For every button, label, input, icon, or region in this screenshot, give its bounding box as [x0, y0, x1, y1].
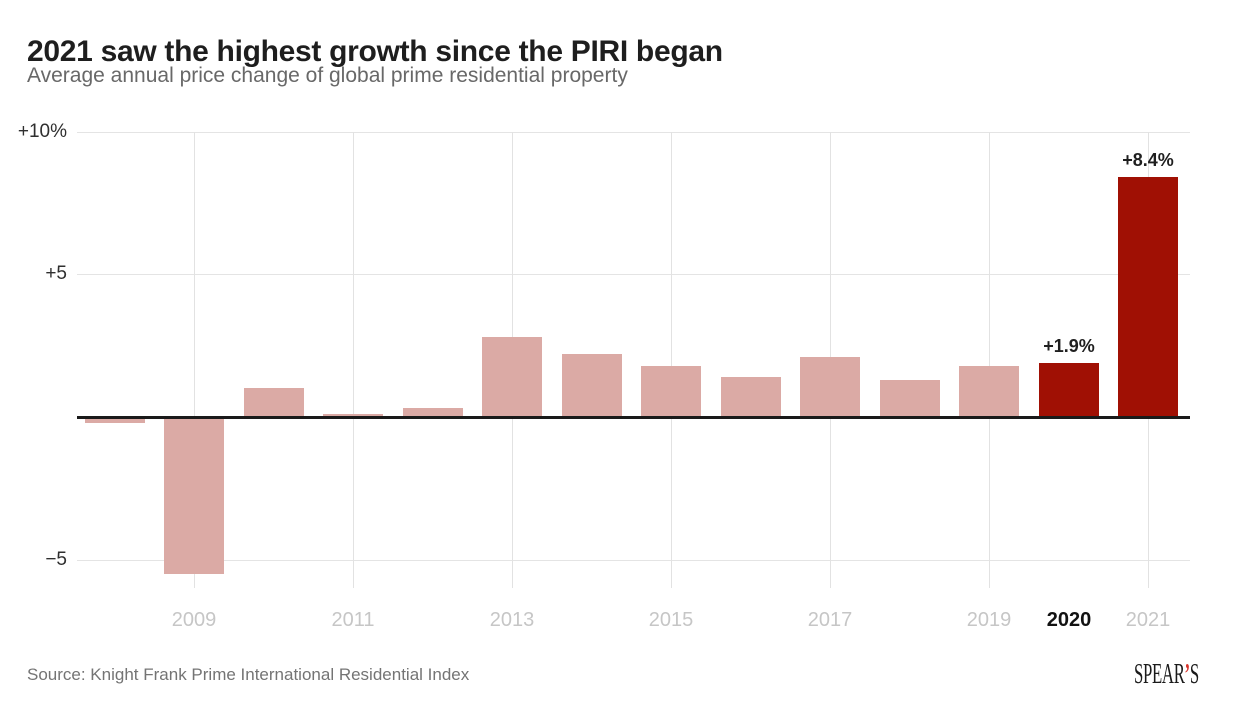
bar-2009: [164, 417, 224, 574]
x-axis-tick-label-2019: 2019: [966, 609, 1012, 631]
x-axis-tick-label-2009: 2009: [171, 609, 217, 631]
chart-title: 2021 saw the highest growth since the PI…: [27, 35, 723, 69]
bar-value-label-2021: +8.4%: [1122, 150, 1174, 170]
bar-2020: [1039, 363, 1099, 417]
bar-2019: [959, 366, 1019, 417]
bar-2018: [880, 380, 940, 417]
logo-text-post: S: [1189, 658, 1199, 690]
gridline-vertical: [194, 132, 195, 588]
bar-2008: [85, 417, 145, 423]
bar-2014: [562, 354, 622, 417]
x-axis-tick-label-2021: 2021: [1125, 609, 1171, 631]
x-axis-tick-label-2017: 2017: [807, 609, 853, 631]
bar-2021: [1118, 177, 1178, 417]
bar-2013: [482, 337, 542, 417]
bar-2010: [244, 388, 304, 417]
bar-2011: [323, 414, 383, 417]
gridline-vertical: [353, 132, 354, 588]
logo-text-pre: SPEAR: [1134, 658, 1185, 690]
y-axis-tick-label: +10%: [17, 121, 67, 142]
x-axis-tick-label-2011: 2011: [331, 609, 375, 631]
bar-2015: [641, 366, 701, 417]
logo-apostrophe: ’: [1184, 658, 1191, 690]
chart-subtitle: Average annual price change of global pr…: [27, 64, 628, 87]
axis-zero-line: [77, 416, 1190, 419]
y-axis-tick-label: +5: [45, 263, 67, 284]
gridline-vertical: [671, 132, 672, 588]
gridline-vertical: [989, 132, 990, 588]
x-axis-tick-label-2020: 2020: [1046, 609, 1092, 631]
bar-2016: [721, 377, 781, 417]
gridline-horizontal: [77, 132, 1190, 133]
x-axis-tick-label-2015: 2015: [648, 609, 694, 631]
bar-value-label-2020: +1.9%: [1043, 336, 1095, 356]
gridline-horizontal: [77, 560, 1190, 561]
spears-logo: SPEAR’S: [1134, 658, 1199, 691]
source-note: Source: Knight Frank Prime International…: [27, 665, 470, 684]
bar-2012: [403, 408, 463, 417]
bar-2017: [800, 357, 860, 417]
gridline-horizontal: [77, 274, 1190, 275]
y-axis-tick-label: −5: [45, 549, 67, 570]
x-axis-tick-label-2013: 2013: [489, 609, 535, 631]
